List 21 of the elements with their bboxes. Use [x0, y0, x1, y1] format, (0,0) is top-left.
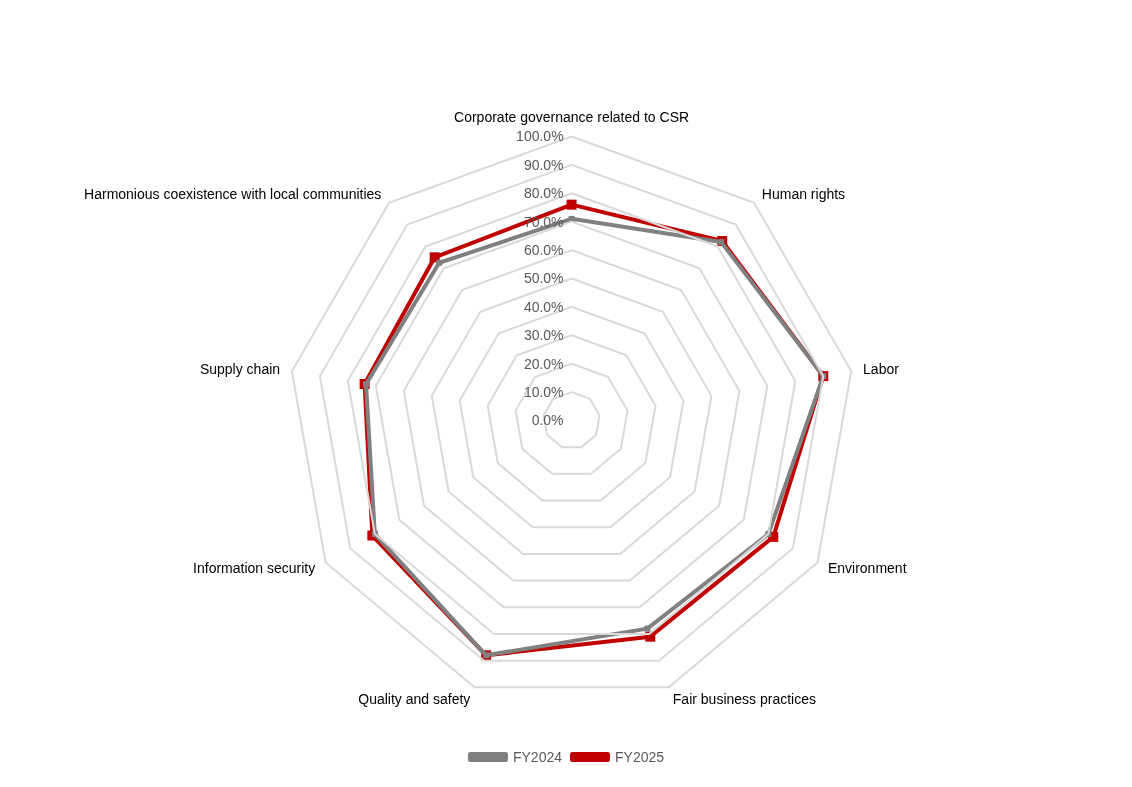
- y-tick-label: 20.0%: [523, 355, 564, 372]
- spoke-label: Quality and safety: [358, 690, 471, 707]
- y-tick-label: 10.0%: [523, 384, 564, 401]
- y-tick-label: 90.0%: [523, 156, 564, 173]
- y-tick-label: 50.0%: [523, 270, 564, 287]
- y-tick-label: 60.0%: [523, 242, 564, 259]
- spoke-label: Supply chain: [199, 361, 281, 378]
- y-tick-label: 80.0%: [523, 185, 564, 202]
- spoke-label: Information security: [193, 560, 316, 577]
- y-tick-label: 0.0%: [531, 412, 564, 429]
- spoke-label: Harmonious coexistence with local communities: [84, 185, 382, 202]
- spoke-label: Labor: [863, 361, 900, 378]
- y-tick-label: 30.0%: [523, 327, 564, 344]
- spoke-label: Fair business practices: [672, 690, 816, 707]
- spoke-label: Human rights: [761, 185, 846, 202]
- legend-label: FY2024: [512, 749, 563, 765]
- y-tick-label: 40.0%: [523, 298, 564, 315]
- legend-label: FY2025: [615, 749, 665, 765]
- spoke-label: Corporate governance related to CSR: [454, 109, 690, 126]
- spoke-label: Environment: [827, 560, 907, 577]
- y-tick-label: 100.0%: [516, 128, 564, 145]
